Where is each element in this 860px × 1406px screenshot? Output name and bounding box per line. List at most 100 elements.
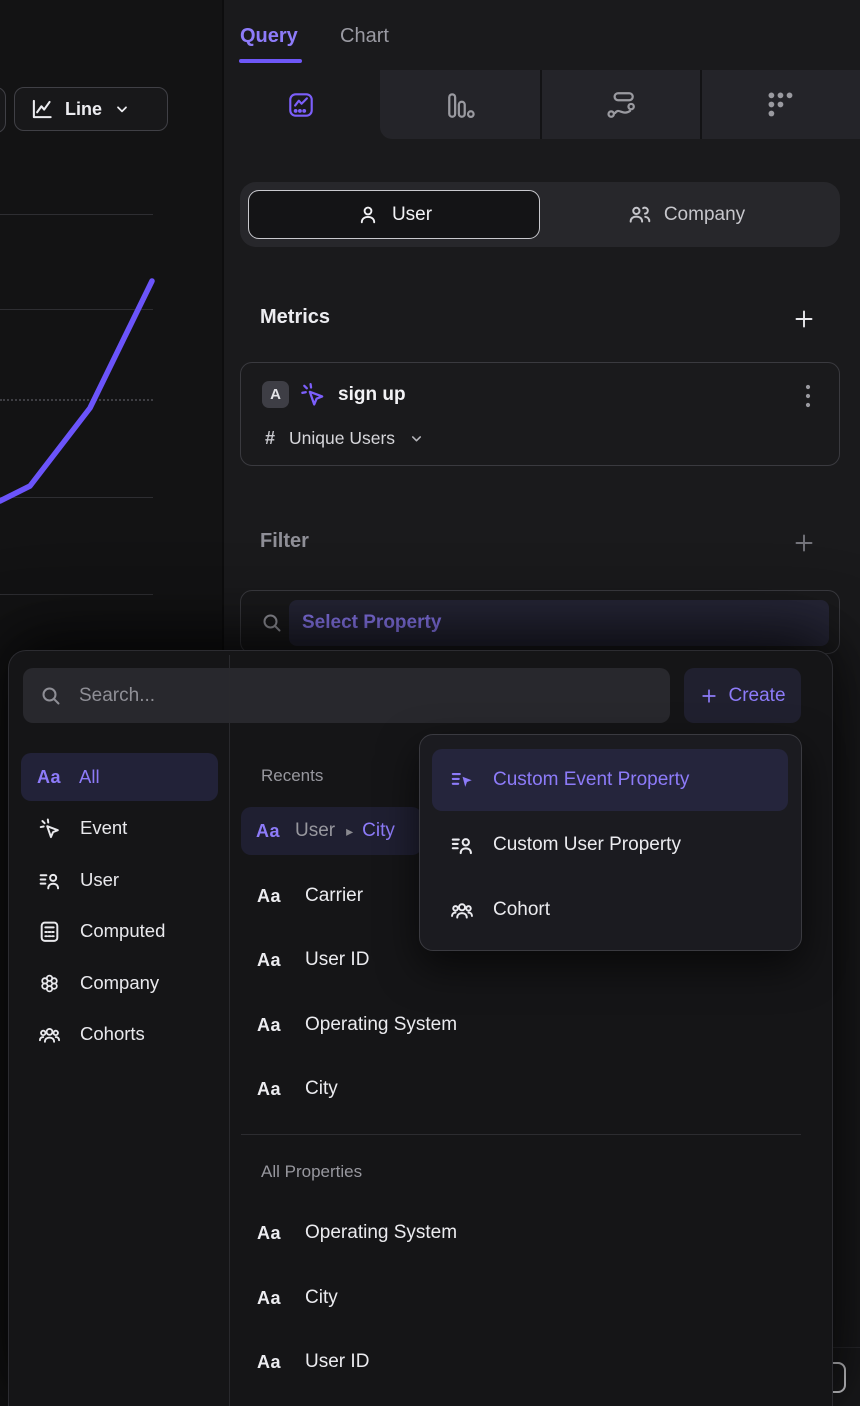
add-metric-button[interactable] xyxy=(792,307,816,331)
chart-gridline xyxy=(0,309,153,310)
toggle-company[interactable]: Company xyxy=(540,190,832,239)
chart-type-label: Line xyxy=(65,98,103,119)
property-item[interactable]: Aa User ID xyxy=(241,1341,801,1383)
flows-icon xyxy=(765,89,797,121)
sidebar-item-label: User xyxy=(80,869,120,890)
tab-query[interactable]: Query xyxy=(240,25,298,47)
list-person-icon xyxy=(449,832,475,858)
tab-divider xyxy=(540,70,542,139)
aa-icon: Aa xyxy=(257,1287,282,1308)
sidebar-item-label: All xyxy=(79,766,100,787)
aa-icon: Aa xyxy=(257,1222,282,1243)
list-person-icon xyxy=(37,868,62,893)
recent-item[interactable]: Aa Operating System xyxy=(241,1004,801,1046)
menu-item-label: Custom User Property xyxy=(493,834,681,855)
recent-item-value: City xyxy=(362,820,395,841)
metric-aggregation[interactable]: # Unique Users xyxy=(265,425,424,451)
recents-title: Recents xyxy=(261,766,324,785)
entity-toggle: User Company xyxy=(240,182,840,247)
metric-event-name: sign up xyxy=(338,384,406,405)
metric-menu-button[interactable] xyxy=(797,383,819,409)
recent-item[interactable]: Aa Carrier xyxy=(241,875,801,917)
chart-type-dropdown[interactable]: Line xyxy=(14,87,168,131)
property-item-label: City xyxy=(305,1287,338,1308)
aa-icon: Aa xyxy=(257,885,282,906)
series-letter-badge: A xyxy=(262,381,289,408)
tab-funnels[interactable] xyxy=(382,70,539,139)
company-cluster-icon xyxy=(37,971,62,996)
retention-icon xyxy=(605,89,637,121)
people-icon xyxy=(627,202,652,227)
hash-icon: # xyxy=(265,427,276,448)
line-chart-icon xyxy=(29,96,55,122)
recent-item[interactable]: Aa User ID xyxy=(241,939,801,981)
event-icon xyxy=(37,816,62,841)
toggle-company-label: Company xyxy=(663,203,746,225)
sidebar-item-event[interactable]: Event xyxy=(21,804,218,852)
aa-icon: Aa xyxy=(257,1078,282,1099)
property-item-label: Operating System xyxy=(305,1222,458,1243)
aa-icon: Aa xyxy=(256,820,281,841)
recent-item[interactable]: Aa City xyxy=(241,1068,801,1110)
filter-selected-value: Select Property xyxy=(302,612,442,633)
funnels-icon xyxy=(445,89,477,121)
chart-gridline xyxy=(0,497,153,498)
sidebar-item-label: Cohorts xyxy=(80,1023,145,1044)
add-filter-button[interactable] xyxy=(792,531,816,555)
create-button-label: Create xyxy=(728,684,786,706)
filter-property-selector[interactable]: Select Property xyxy=(289,600,829,646)
list-divider xyxy=(241,1134,801,1135)
search-icon xyxy=(260,611,284,635)
sidebar-item-user[interactable]: User xyxy=(21,856,218,904)
filter-card: Select Property xyxy=(240,590,840,654)
active-tab-underline xyxy=(239,59,302,63)
create-button[interactable]: Create xyxy=(684,668,801,723)
person-icon xyxy=(356,203,380,227)
filter-title: Filter xyxy=(260,530,309,552)
property-item[interactable]: Aa Operating System xyxy=(241,1212,801,1254)
menu-item-label: Custom Event Property xyxy=(493,769,690,790)
chevron-down-icon xyxy=(409,431,424,446)
property-item[interactable]: Aa City xyxy=(241,1277,801,1319)
chevron-right-icon: ▸ xyxy=(346,822,354,839)
search-icon xyxy=(39,684,63,708)
chevron-down-icon xyxy=(114,101,130,117)
tab-chart[interactable]: Chart xyxy=(340,25,389,47)
calculator-icon xyxy=(37,919,62,944)
metric-aggregation-label: Unique Users xyxy=(289,427,396,448)
search-input[interactable] xyxy=(77,683,654,708)
modal-column-divider xyxy=(229,655,230,1406)
tab-divider xyxy=(700,70,702,139)
sidebar-item-computed[interactable]: Computed xyxy=(21,907,218,955)
metric-card[interactable]: A sign up # Unique Users xyxy=(240,362,840,466)
sidebar-item-label: Company xyxy=(80,972,160,993)
recent-item-prefix: User xyxy=(295,820,336,841)
menu-item-cohort[interactable]: Cohort xyxy=(432,886,788,934)
recent-item-label: Operating System xyxy=(305,1014,458,1035)
tab-retention[interactable] xyxy=(542,70,699,139)
chart-gridline xyxy=(0,214,153,215)
chart-gridline-dotted xyxy=(0,399,153,401)
list-cursor-icon xyxy=(449,767,475,793)
aa-icon: Aa xyxy=(257,1351,282,1372)
event-icon xyxy=(298,380,327,409)
chart-gridline xyxy=(0,594,153,595)
toggle-user[interactable]: User xyxy=(248,190,540,239)
menu-item-custom-event-property[interactable]: Custom Event Property xyxy=(432,749,788,811)
insights-icon xyxy=(286,90,316,120)
partial-button-edge xyxy=(0,87,6,133)
tab-flows[interactable] xyxy=(702,70,859,139)
sidebar-item-cohorts[interactable]: Cohorts xyxy=(21,1010,218,1058)
modal-search-field[interactable] xyxy=(23,668,670,723)
recent-item-label: City xyxy=(305,1078,338,1099)
sidebar-item-all[interactable]: Aa All xyxy=(21,753,218,801)
property-item-label: User ID xyxy=(305,1351,370,1372)
recent-item-active[interactable]: Aa User ▸ City xyxy=(241,807,422,855)
create-context-menu: Custom Event Property Custom User Proper… xyxy=(419,734,802,951)
menu-item-custom-user-property[interactable]: Custom User Property xyxy=(432,821,788,869)
sidebar-item-company[interactable]: Company xyxy=(21,959,218,1007)
aa-icon: Aa xyxy=(257,949,282,970)
menu-item-label: Cohort xyxy=(493,899,551,920)
tab-insights[interactable] xyxy=(222,70,379,139)
